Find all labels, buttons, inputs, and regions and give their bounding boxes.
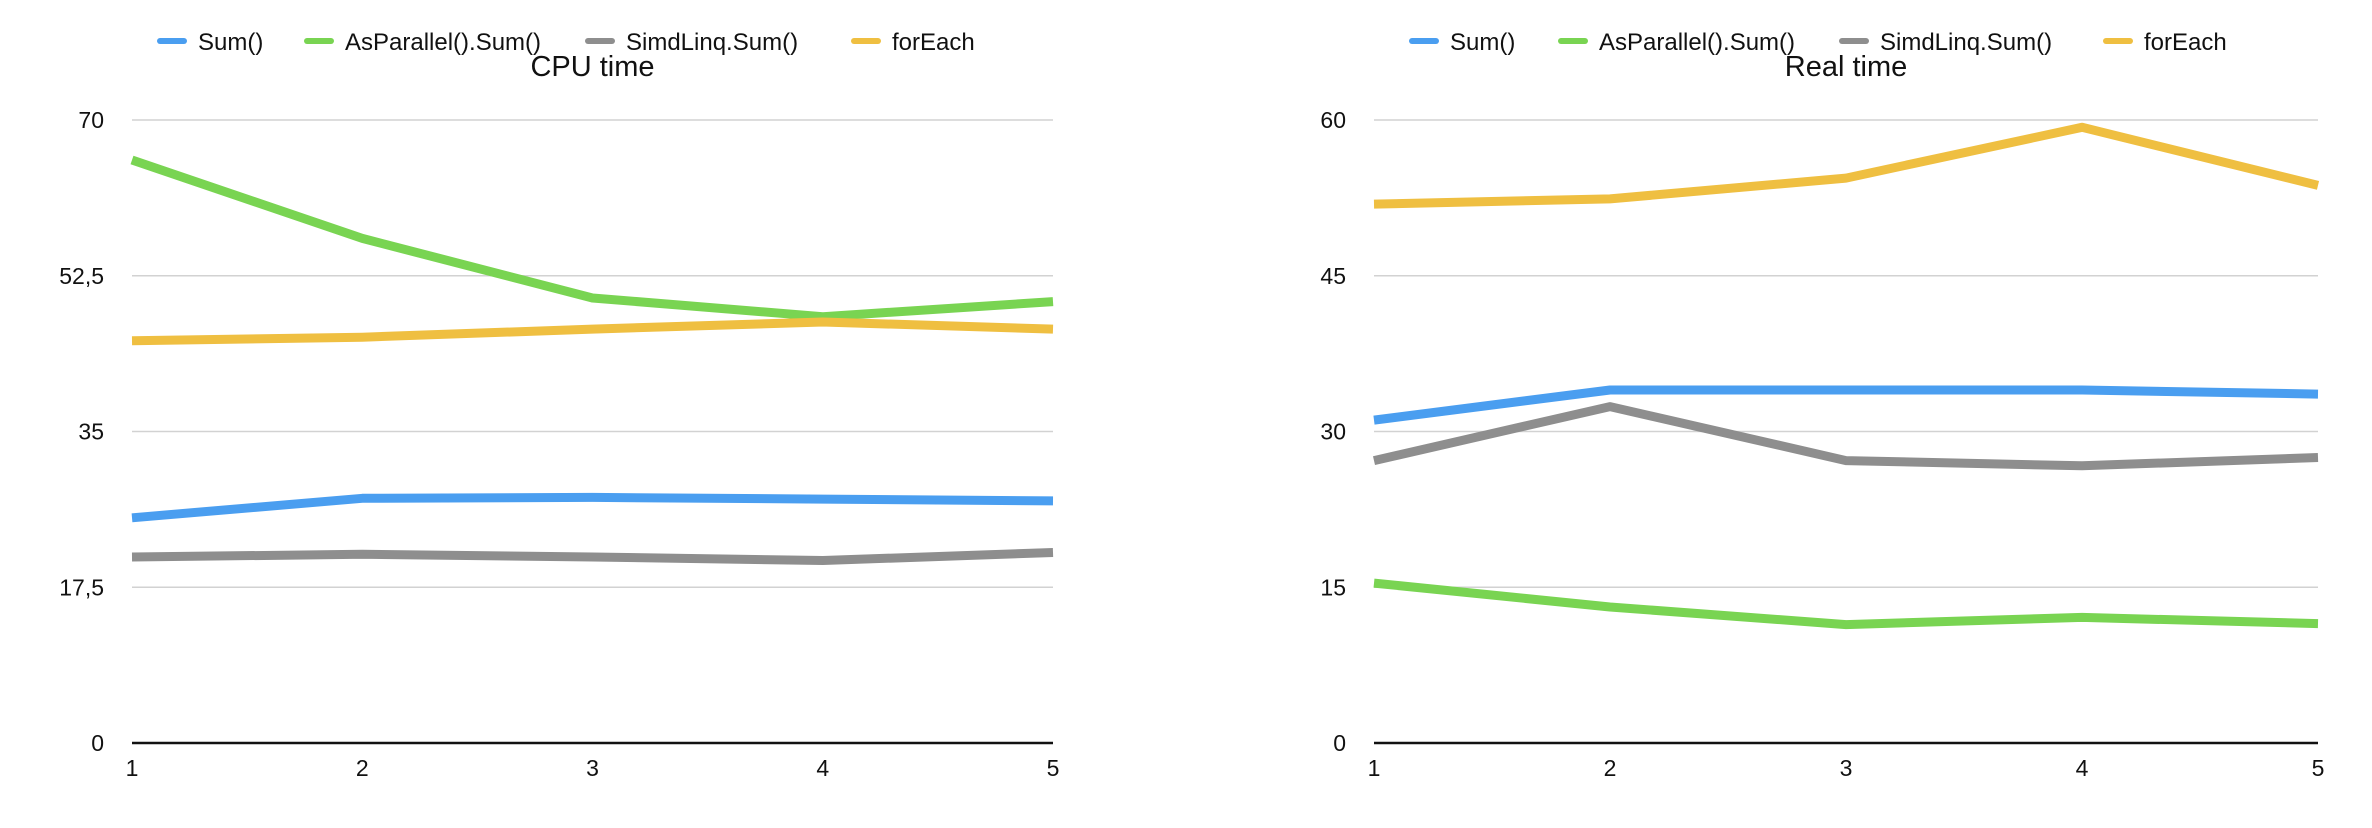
y-tick-label: 35 <box>78 419 104 445</box>
legend-label: forEach <box>892 29 975 56</box>
x-tick-label: 2 <box>1604 755 1617 781</box>
y-tick-label: 70 <box>78 107 104 133</box>
legend-label: SimdLinq.Sum() <box>626 29 798 56</box>
legend-label: Sum() <box>1450 29 1515 56</box>
series-line-2 <box>1373 578 2319 630</box>
legend-label: AsParallel().Sum() <box>345 29 541 56</box>
x-tick-label: 3 <box>1840 755 1853 781</box>
series-line-4 <box>1373 122 2320 209</box>
series-line-2 <box>130 155 1054 322</box>
y-tick-label: 15 <box>1320 574 1346 600</box>
chart-1: 0 17,5 35 52,5 70 1 2 3 4 5 Sum() AsParallel().Sum(… <box>59 29 1059 781</box>
series-line-4 <box>131 317 1054 346</box>
series-line-3 <box>1372 402 2319 471</box>
x-tick-label: 1 <box>1368 755 1381 781</box>
x-tick-label: 4 <box>816 755 829 781</box>
chart-title: Real time <box>1785 51 1908 83</box>
legend-label: Sum() <box>198 29 263 56</box>
y-tick-label: 60 <box>1320 107 1346 133</box>
chart-title: CPU time <box>530 51 654 83</box>
legend-label: SimdLinq.Sum() <box>1880 29 2052 56</box>
x-tick-label: 2 <box>356 755 369 781</box>
x-tick-label: 5 <box>2312 755 2325 781</box>
legend-label: forEach <box>2144 29 2227 56</box>
series-line-1 <box>131 492 1054 523</box>
y-tick-label: 17,5 <box>59 574 104 600</box>
y-tick-label: 30 <box>1320 419 1346 445</box>
series-line-3 <box>131 548 1054 565</box>
legend-label: AsParallel().Sum() <box>1599 29 1795 56</box>
y-tick-label: 52,5 <box>59 263 104 289</box>
y-tick-label: 0 <box>91 730 104 756</box>
x-tick-label: 1 <box>126 755 139 781</box>
x-tick-label: 3 <box>586 755 599 781</box>
x-tick-label: 4 <box>2076 755 2089 781</box>
x-tick-label: 5 <box>1047 755 1060 781</box>
series-line-1 <box>1373 385 2319 425</box>
y-tick-label: 45 <box>1320 263 1346 289</box>
y-tick-label: 0 <box>1333 730 1346 756</box>
